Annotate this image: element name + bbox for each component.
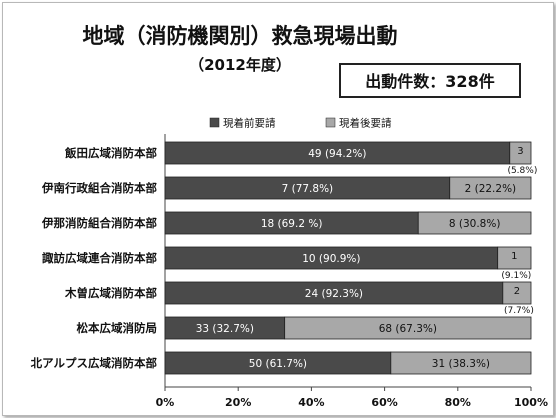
data-sublabel: (9.1%) xyxy=(501,271,531,281)
bar-segment-post xyxy=(497,246,532,270)
x-tick-label: 20% xyxy=(225,396,251,409)
total-box-border xyxy=(339,63,521,98)
category-label: 伊那消防組合消防本部 xyxy=(41,216,157,230)
chart-subtitle: （2012年度） xyxy=(189,56,291,74)
bar-segment-post xyxy=(449,176,532,200)
data-label: 68 (67.3%) xyxy=(379,323,437,335)
legend-swatch-pre xyxy=(209,117,220,128)
plot-area: 飯田広域消防本部 49 (94.2%) 3 (5.8%) 伊南行政組合消防本部 7 (77… xyxy=(31,134,548,409)
x-tick-label: 60% xyxy=(371,396,397,409)
data-label: 10 (90.9%) xyxy=(302,253,360,265)
data-label: 2 (22.2%) xyxy=(465,183,517,195)
legend-swatch-post xyxy=(325,117,336,128)
x-tick-label: 100% xyxy=(514,396,548,409)
chart-title: 地域（消防機関別）救急現場出動 xyxy=(83,24,398,48)
bar-segment-post xyxy=(509,141,532,165)
category-label: 飯田広域消防本部 xyxy=(64,146,157,160)
category-label: 諏訪広域連合消防本部 xyxy=(42,251,157,265)
data-label: 2 xyxy=(514,286,520,297)
bar-segment-post xyxy=(502,281,532,305)
data-label: 3 xyxy=(517,146,523,157)
bar-segment-post xyxy=(390,351,532,375)
legend-label-post: 現着後要請 xyxy=(339,117,392,130)
data-sublabel: (7.7%) xyxy=(504,306,534,316)
data-label: 50 (61.7%) xyxy=(249,358,307,370)
total-box: 出動件数：328件 xyxy=(339,63,521,98)
category-label: 北アルプス広域消防本部 xyxy=(31,356,158,370)
category-label: 木曽広域消防本部 xyxy=(64,286,157,300)
x-tick-label: 80% xyxy=(445,396,471,409)
category-label: 伊南行政組合消防本部 xyxy=(41,181,157,195)
data-label: 1 xyxy=(511,251,517,262)
bar-segment-post xyxy=(284,316,532,340)
data-label: 24 (92.3%) xyxy=(305,288,363,300)
data-label: 7 (77.8%) xyxy=(282,183,334,195)
legend: 現着前要請 現着後要請 xyxy=(209,117,392,130)
data-label: 18 (69.2 %) xyxy=(261,218,323,230)
data-label: 33 (32.7%) xyxy=(196,323,254,335)
x-tick-label: 40% xyxy=(298,396,324,409)
data-label: 49 (94.2%) xyxy=(308,148,366,160)
legend-label-pre: 現着前要請 xyxy=(223,117,276,130)
bar-segment-post xyxy=(417,211,532,235)
category-label: 松本広域消防局 xyxy=(77,321,158,335)
x-tick-label: 0% xyxy=(156,396,175,409)
data-sublabel: (5.8%) xyxy=(507,166,537,176)
total-label: 出動件数：328件 xyxy=(365,72,494,91)
data-label: 31 (38.3%) xyxy=(432,358,490,370)
data-label: 8 (30.8%) xyxy=(449,218,501,230)
